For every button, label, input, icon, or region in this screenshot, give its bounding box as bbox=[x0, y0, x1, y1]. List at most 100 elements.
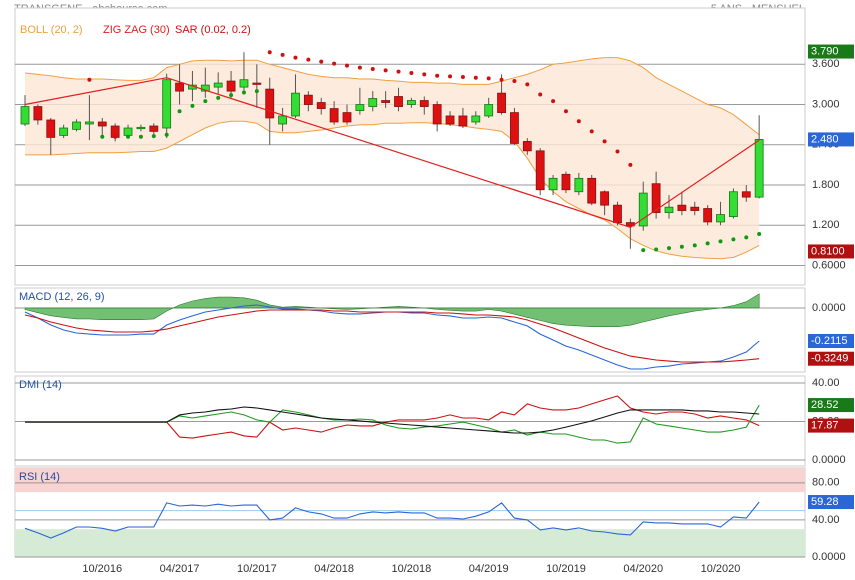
sar-dot bbox=[654, 247, 659, 252]
candle-body bbox=[729, 191, 738, 217]
candle-body bbox=[754, 139, 764, 198]
sar-dot bbox=[280, 52, 285, 57]
bollinger-band bbox=[25, 57, 760, 259]
sar-dot bbox=[692, 243, 697, 248]
indicator-line bbox=[24, 309, 760, 363]
sar-dot bbox=[525, 82, 530, 87]
candle-body bbox=[59, 127, 69, 136]
panel-title: MACD (12, 26, 9) bbox=[19, 291, 105, 303]
y-tick-label: 3.000 bbox=[812, 98, 840, 110]
candle-body bbox=[136, 126, 146, 130]
x-tick-label: 04/2019 bbox=[469, 563, 509, 575]
x-tick-label: 04/2020 bbox=[623, 563, 663, 575]
sar-dot bbox=[357, 65, 362, 70]
sar-dot bbox=[164, 132, 169, 137]
sar-dot bbox=[628, 162, 633, 167]
candle-body bbox=[252, 82, 262, 85]
sar-dot bbox=[731, 237, 736, 242]
candle-body bbox=[303, 94, 313, 105]
candle-body bbox=[355, 104, 365, 111]
candle-body bbox=[329, 108, 339, 123]
sar-dot bbox=[538, 92, 543, 97]
x-tick-label: 04/2018 bbox=[314, 563, 354, 575]
candle-body bbox=[703, 208, 713, 223]
candle-body bbox=[278, 115, 288, 125]
panel-title: RSI (14) bbox=[19, 471, 60, 483]
sar-dot bbox=[409, 71, 414, 76]
sar-dot bbox=[267, 50, 272, 55]
value-marker bbox=[808, 418, 854, 433]
zone bbox=[15, 529, 805, 557]
value-marker-label: 59.28 bbox=[811, 496, 839, 508]
sar-dot bbox=[126, 134, 131, 139]
candle-body bbox=[587, 177, 597, 204]
candle-body bbox=[97, 121, 107, 127]
y-tick-label: 40.00 bbox=[812, 514, 840, 526]
candle-body bbox=[522, 141, 532, 152]
y-tick-label: 80.00 bbox=[812, 477, 840, 489]
candle-body bbox=[33, 106, 43, 121]
bollinger-lower bbox=[25, 120, 760, 260]
panel-title: DMI (14) bbox=[19, 379, 62, 391]
candle-body bbox=[226, 80, 236, 92]
candle-body bbox=[561, 173, 571, 191]
sar-dot bbox=[602, 139, 607, 144]
sar-dot bbox=[460, 75, 465, 80]
sar-dot bbox=[448, 74, 453, 79]
candle-body bbox=[381, 100, 391, 103]
sar-dot bbox=[589, 129, 594, 134]
x-tick-label: 10/2017 bbox=[237, 563, 277, 575]
candle-body bbox=[213, 82, 223, 88]
candle-body bbox=[613, 204, 622, 224]
candle-body bbox=[716, 214, 725, 223]
candle-body bbox=[484, 104, 494, 117]
candle-body bbox=[741, 191, 751, 198]
candle-body bbox=[510, 112, 519, 144]
sar-dot bbox=[177, 109, 182, 114]
candle-body bbox=[664, 206, 674, 213]
sar-dot bbox=[138, 134, 143, 139]
sar-dot bbox=[100, 134, 105, 139]
y-tick-label: 3.600 bbox=[812, 58, 840, 70]
candle-body bbox=[548, 177, 558, 191]
sar-dot bbox=[396, 69, 401, 74]
sar-dot bbox=[383, 68, 388, 73]
candle-body bbox=[162, 79, 172, 129]
sar-dot bbox=[190, 103, 195, 108]
bollinger-upper bbox=[24, 57, 760, 136]
sar-dot bbox=[563, 109, 568, 114]
sar-dot bbox=[551, 99, 556, 104]
sar-dot bbox=[512, 79, 517, 84]
candle-body bbox=[458, 115, 468, 127]
zone bbox=[15, 468, 805, 493]
indicator-line bbox=[24, 501, 760, 539]
sar-dot bbox=[576, 119, 581, 124]
sar-dot bbox=[151, 134, 156, 139]
value-marker-label: 17.87 bbox=[811, 419, 839, 431]
zigzag-line bbox=[24, 77, 760, 228]
value-marker bbox=[808, 398, 854, 413]
value-marker-label: 0.8100 bbox=[811, 245, 845, 257]
sar-dot bbox=[241, 90, 246, 95]
candle-body bbox=[574, 177, 584, 193]
candle-body bbox=[85, 121, 94, 125]
value-marker bbox=[808, 132, 854, 147]
value-marker bbox=[808, 44, 854, 59]
value-marker-label: 28.52 bbox=[811, 399, 839, 411]
x-tick-label: 10/2020 bbox=[701, 563, 741, 575]
value-marker bbox=[808, 244, 854, 259]
y-tick-label: 0.6000 bbox=[812, 259, 846, 271]
x-tick-label: 10/2018 bbox=[392, 563, 432, 575]
sar-dot bbox=[757, 232, 762, 237]
candle-body bbox=[175, 82, 184, 92]
candle-body bbox=[20, 106, 30, 125]
candle-body bbox=[600, 191, 609, 206]
sar-dot bbox=[332, 61, 337, 66]
y-tick-label: 0.0000 bbox=[812, 454, 846, 466]
sar-dot bbox=[293, 55, 298, 60]
panel-frame bbox=[14, 287, 806, 373]
sar-dot bbox=[203, 99, 208, 104]
candle-body bbox=[406, 100, 416, 105]
candle-body bbox=[471, 115, 481, 123]
